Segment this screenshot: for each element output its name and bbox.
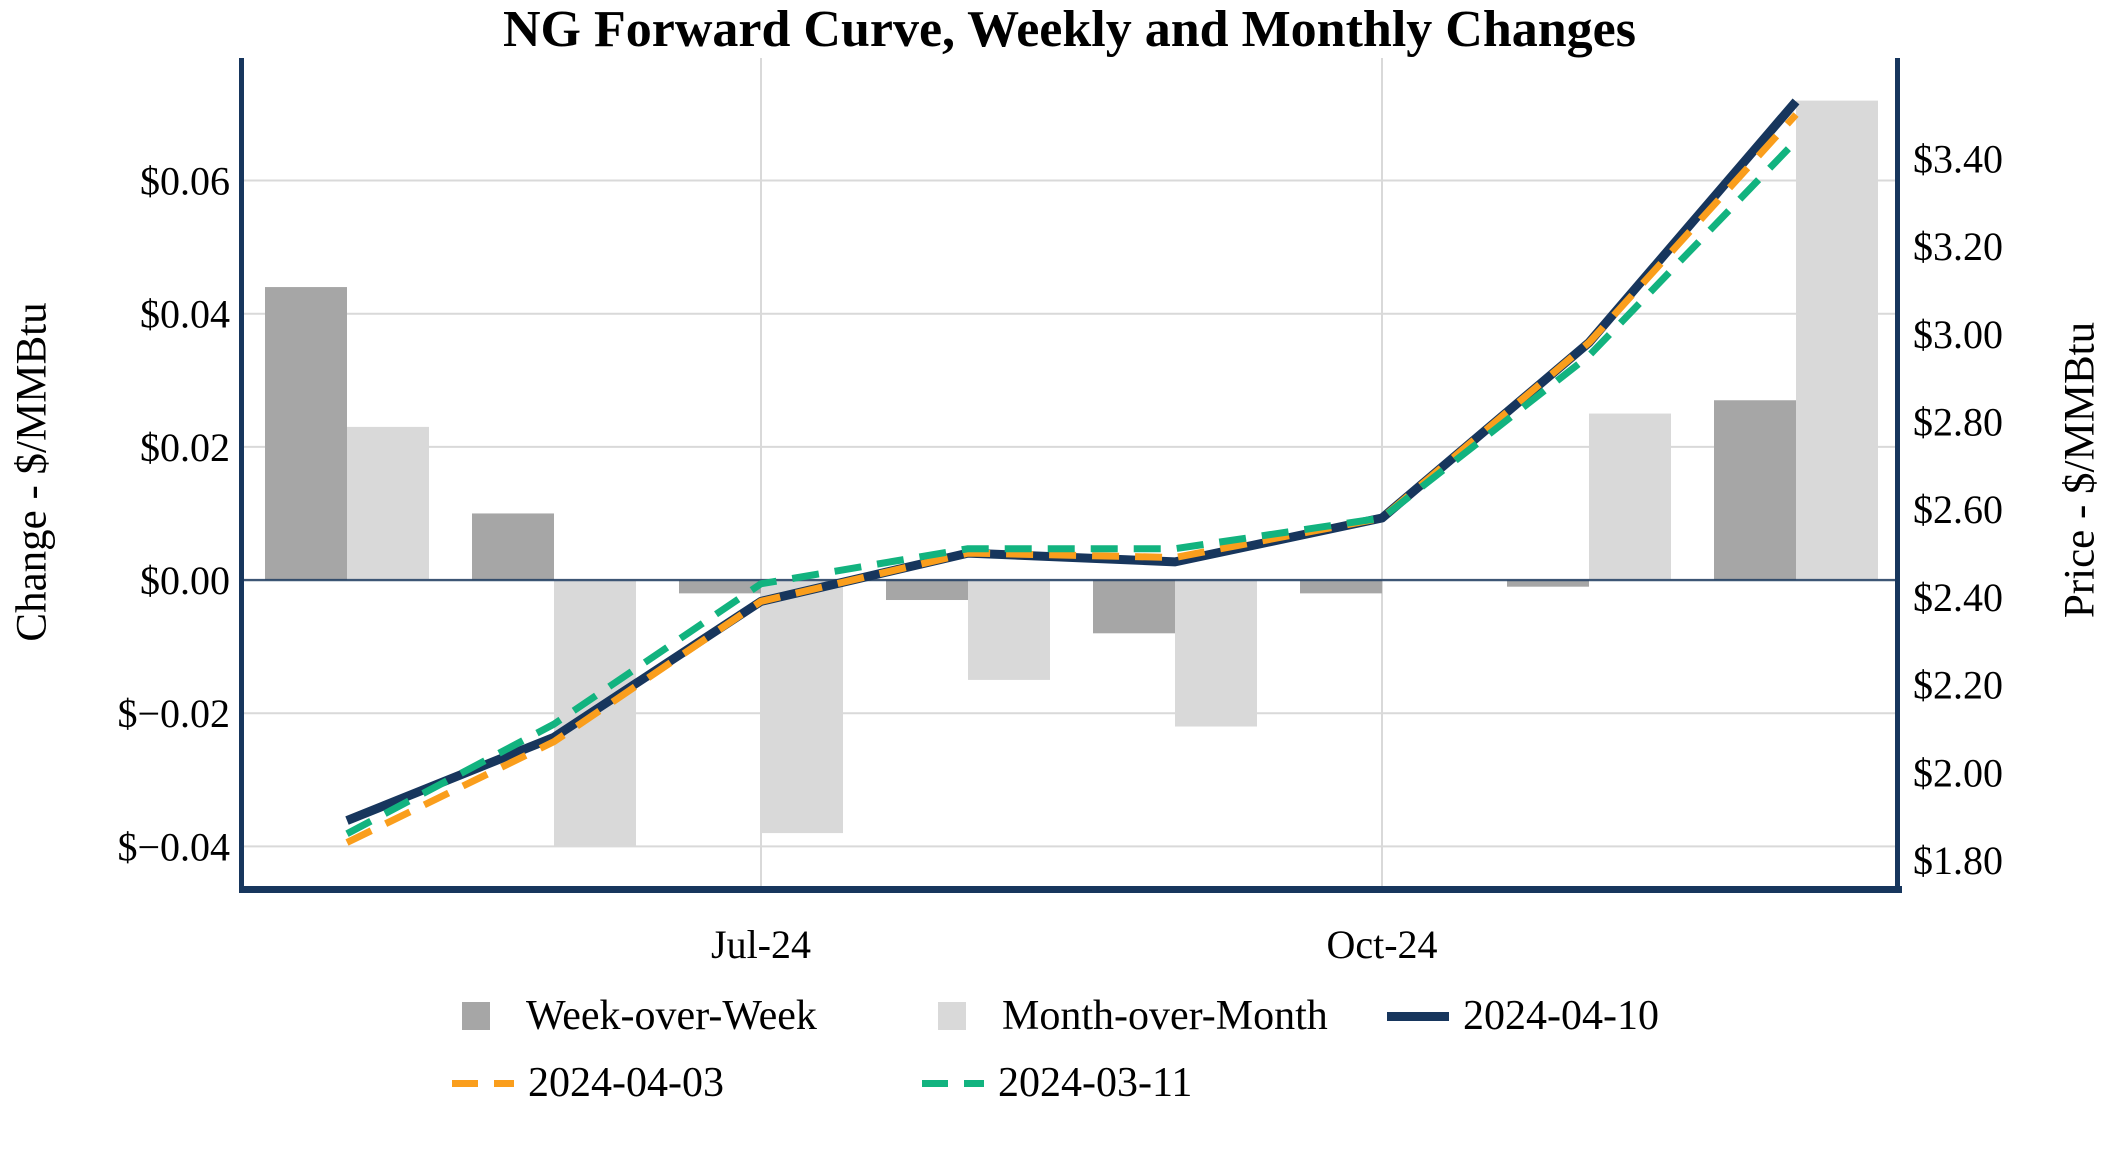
svg-text:$−0.02: $−0.02 (117, 691, 230, 736)
right-axis-label: Price - $/MMBtu (2056, 321, 2104, 619)
svg-text:$2.40: $2.40 (1913, 575, 2003, 620)
svg-text:$3.20: $3.20 (1913, 224, 2003, 269)
month-over-month-swatch-icon (938, 1002, 966, 1030)
legend-item-2024-04-03: 2024-04-03 (452, 1059, 724, 1107)
svg-text:$3.40: $3.40 (1913, 136, 2003, 181)
week-over-week-swatch-icon (462, 1002, 490, 1030)
svg-text:$2.20: $2.20 (1913, 663, 2003, 708)
svg-text:$2.00: $2.00 (1913, 750, 2003, 795)
legend-item-2024-04-10: 2024-04-10 (1387, 992, 1659, 1040)
orange-dashed-swatch-icon (452, 1079, 514, 1087)
legend-label: 2024-03-11 (998, 1060, 1193, 1106)
svg-text:Jul-24: Jul-24 (711, 922, 811, 967)
green-dashed-swatch-icon (922, 1079, 984, 1087)
svg-text:$0.00: $0.00 (140, 558, 230, 603)
svg-text:$0.02: $0.02 (140, 425, 230, 470)
legend-item-month-over-month: Month-over-Month (938, 992, 1328, 1040)
svg-text:$2.80: $2.80 (1913, 400, 2003, 445)
legend-label: Week-over-Week (526, 993, 817, 1039)
svg-text:$0.04: $0.04 (140, 292, 230, 337)
legend-item-week-over-week: Week-over-Week (462, 992, 817, 1040)
solid-line-swatch-icon (1387, 1011, 1449, 1021)
svg-text:$0.06: $0.06 (140, 159, 230, 204)
left-axis-label: Change - $/MMBtu (8, 302, 56, 642)
svg-text:Oct-24: Oct-24 (1326, 922, 1437, 967)
legend-label: Month-over-Month (1002, 993, 1328, 1039)
svg-text:$1.80: $1.80 (1913, 838, 2003, 883)
svg-text:$3.00: $3.00 (1913, 312, 2003, 357)
legend-label: 2024-04-03 (528, 1060, 724, 1106)
svg-text:$−0.04: $−0.04 (117, 824, 230, 869)
svg-text:$2.60: $2.60 (1913, 487, 2003, 532)
legend-item-2024-03-11: 2024-03-11 (922, 1059, 1192, 1107)
legend-label: 2024-04-10 (1463, 993, 1659, 1039)
chart-title: NG Forward Curve, Weekly and Monthly Cha… (503, 1, 1636, 58)
